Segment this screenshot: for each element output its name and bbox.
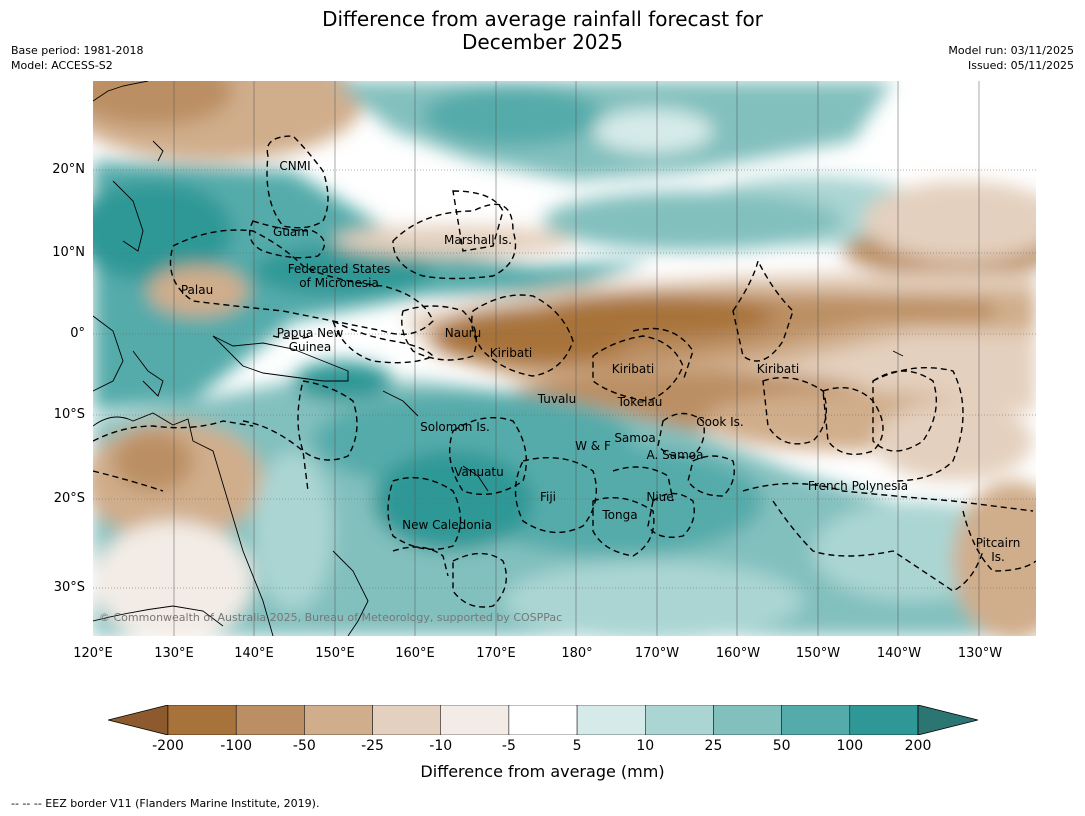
label-png-2: Guinea bbox=[289, 340, 332, 354]
colorbar-segment bbox=[576, 705, 646, 735]
x-tick: 140°W bbox=[876, 646, 922, 661]
label-asamoa: A. Samoa bbox=[647, 448, 704, 462]
label-kiribati-central: Kiribati bbox=[612, 362, 654, 376]
issued-date: Issued: 05/11/2025 bbox=[967, 59, 1074, 72]
label-guam: Guam bbox=[273, 225, 309, 239]
colorbar-segment bbox=[713, 705, 782, 735]
y-tick: 10°N bbox=[52, 245, 85, 260]
colorbar-label: Difference from average (mm) bbox=[420, 762, 665, 781]
x-tick: 140°E bbox=[234, 646, 274, 661]
copyright-notice: © Commonwealth of Australia 2025, Bureau… bbox=[99, 611, 562, 624]
colorbar-extend-high bbox=[917, 705, 978, 735]
title-line-1: Difference from average rainfall forecas… bbox=[322, 7, 763, 31]
colorbar-segment bbox=[440, 705, 510, 735]
label-wf: W & F bbox=[575, 439, 611, 453]
colorbar-tick: 50 bbox=[772, 738, 791, 754]
x-tick: 160°E bbox=[395, 646, 435, 661]
label-marshall: Marshall Is. bbox=[444, 233, 512, 247]
meta-right: Model run: 03/11/2025 Issued: 05/11/2025 bbox=[948, 43, 1074, 73]
x-tick: 160°W bbox=[715, 646, 761, 661]
label-pitcairn-1: Pitcairn bbox=[976, 536, 1021, 550]
label-tokelau: Tokelau bbox=[617, 395, 663, 409]
meta-left: Base period: 1981-2018 Model: ACCESS-S2 bbox=[11, 43, 143, 73]
x-tick: 130°E bbox=[154, 646, 194, 661]
colorbar-segment bbox=[167, 705, 237, 735]
label-tuvalu: Tuvalu bbox=[537, 392, 577, 406]
colorbar-tick: 10 bbox=[636, 738, 655, 754]
y-tick: 0° bbox=[70, 326, 85, 341]
y-tick: 10°S bbox=[53, 407, 85, 422]
colorbar-segment bbox=[508, 705, 578, 735]
x-tick: 170°E bbox=[476, 646, 516, 661]
colorbar-tick: 25 bbox=[704, 738, 723, 754]
colorbar-extend-low bbox=[108, 705, 169, 735]
x-tick: 150°W bbox=[795, 646, 841, 661]
label-tonga: Tonga bbox=[601, 508, 637, 522]
colorbar-segment bbox=[849, 705, 919, 735]
label-solomon: Solomon Is. bbox=[420, 420, 490, 434]
colorbar-tick: -200 bbox=[152, 738, 184, 754]
x-tick: 130°W bbox=[957, 646, 1003, 661]
label-samoa: Samoa bbox=[614, 431, 655, 445]
graticule bbox=[173, 81, 980, 636]
colorbar-tick: 5 bbox=[572, 738, 582, 754]
chart-title: Difference from average rainfall forecas… bbox=[0, 8, 1085, 54]
colorbar-segment bbox=[781, 705, 851, 735]
label-fsm-1: Federated States bbox=[288, 262, 390, 276]
y-tick: 30°S bbox=[53, 580, 85, 595]
title-line-2: December 2025 bbox=[462, 30, 623, 54]
colorbar-segment bbox=[645, 705, 714, 735]
model-name: Model: ACCESS-S2 bbox=[11, 59, 113, 72]
colorbar-segment bbox=[372, 705, 441, 735]
colorbar-segment bbox=[235, 705, 305, 735]
label-cook: Cook Is. bbox=[696, 415, 743, 429]
label-new-caledonia: New Caledonia bbox=[402, 518, 492, 532]
model-run: Model run: 03/11/2025 bbox=[948, 44, 1074, 57]
rainfall-field bbox=[93, 81, 1036, 636]
rainfall-map: CNMI Guam Marshall Is. Federated States … bbox=[93, 81, 1036, 636]
label-fiji: Fiji bbox=[540, 490, 556, 504]
label-png-1: Papua New bbox=[277, 326, 344, 340]
territory-labels: CNMI Guam Marshall Is. Federated States … bbox=[181, 159, 1020, 564]
colorbar-tick: -50 bbox=[292, 738, 316, 754]
y-tick: 20°N bbox=[52, 162, 85, 177]
colorbar-tick: -10 bbox=[429, 738, 453, 754]
x-tick: 150°E bbox=[315, 646, 355, 661]
x-tick: 170°W bbox=[634, 646, 680, 661]
eez-borders bbox=[93, 135, 1036, 608]
label-nauru: Nauru bbox=[445, 326, 481, 340]
label-french-polynesia: French Polynesia bbox=[808, 479, 908, 493]
colorbar-tick: -100 bbox=[220, 738, 253, 754]
x-tick: 120°E bbox=[73, 646, 113, 661]
base-period: Base period: 1981-2018 bbox=[11, 44, 144, 57]
label-palau: Palau bbox=[181, 283, 213, 297]
label-niue: Niue bbox=[646, 490, 673, 504]
colorbar-tick: -25 bbox=[361, 738, 384, 754]
colorbar-segment bbox=[304, 705, 373, 735]
colorbar-tick: 200 bbox=[904, 738, 932, 754]
latitude-lines bbox=[93, 169, 1036, 589]
label-fsm-2: of Micronesia bbox=[299, 276, 379, 290]
label-kiribati-east: Kiribati bbox=[757, 362, 799, 376]
colorbar-tick: 100 bbox=[836, 738, 864, 754]
label-cnmi: CNMI bbox=[279, 159, 310, 173]
label-vanuatu: Vanuatu bbox=[454, 465, 504, 479]
label-kiribati-west: Kiribati bbox=[490, 346, 532, 360]
label-pitcairn-2: Is. bbox=[991, 550, 1005, 564]
colorbar bbox=[108, 705, 978, 735]
colorbar-tick: -5 bbox=[501, 738, 516, 754]
coastlines bbox=[93, 81, 904, 636]
y-tick: 20°S bbox=[53, 491, 85, 506]
x-tick: 180° bbox=[561, 646, 593, 661]
eez-legend-note: -- -- -- EEZ border V11 (Flanders Marine… bbox=[11, 797, 320, 810]
